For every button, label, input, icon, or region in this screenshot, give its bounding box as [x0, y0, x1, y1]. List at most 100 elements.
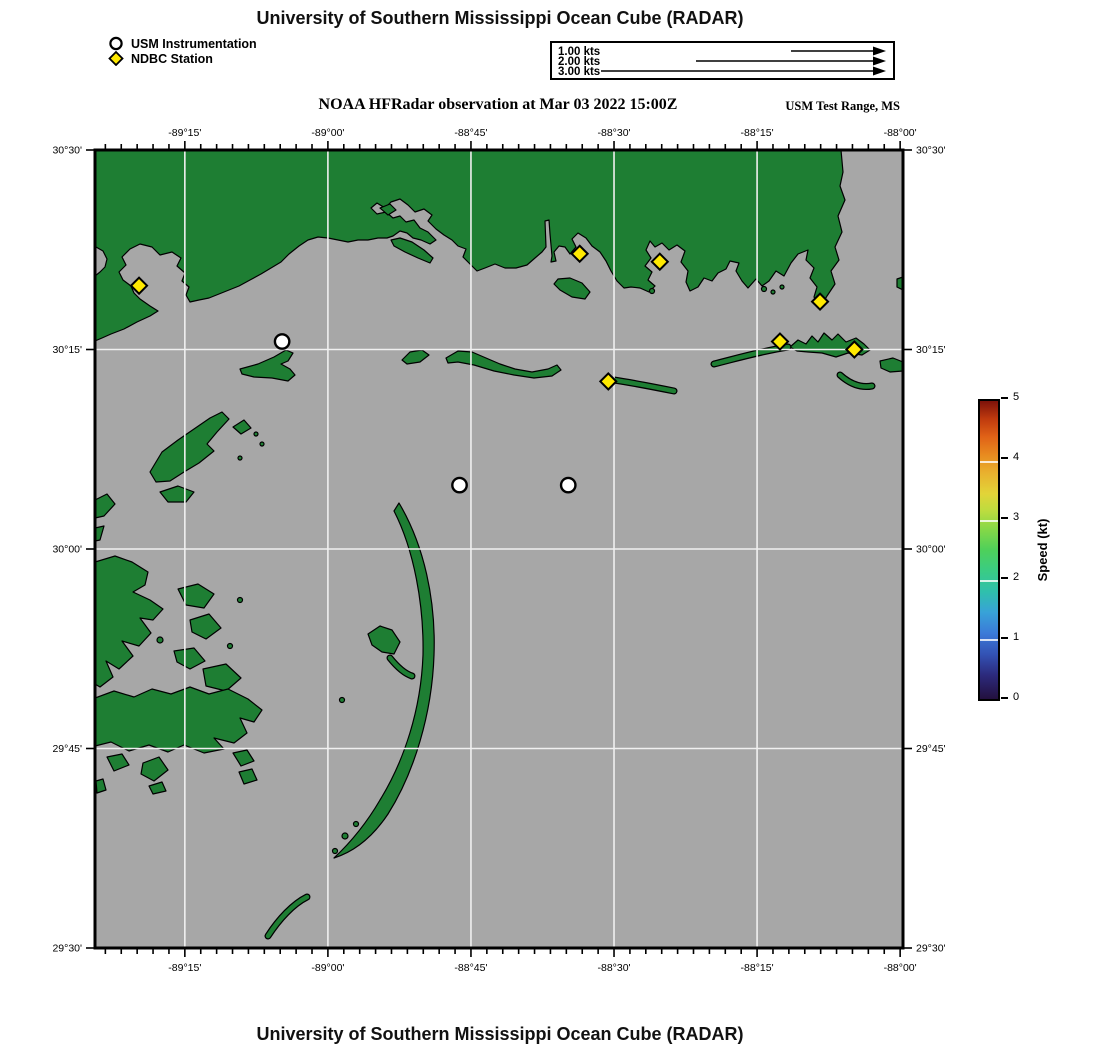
lat-tick-label-right: 30°30' [916, 145, 946, 157]
marsh-left-edge [95, 525, 105, 542]
ndbc-station-marker [844, 340, 864, 359]
lat-tick-label-left: 30°00' [52, 544, 82, 556]
marsh-nw [149, 411, 230, 483]
marsh-sw [106, 753, 130, 772]
lon-tick-label-bottom: -88°45' [454, 962, 487, 974]
island-backbay-islet [379, 203, 397, 216]
scale-entry-label: 1.00 kts [558, 46, 600, 58]
ndbc-station-marker [770, 332, 790, 351]
lat-tick-label-right: 29°30' [916, 943, 946, 955]
scale-arrowhead-icon [873, 46, 886, 56]
scale-arrowhead-icon [873, 56, 886, 66]
colorbar-tick-label: 2 [1013, 571, 1020, 583]
ndbc-diamond-icon [108, 51, 124, 66]
ndbc-station-marker [810, 292, 830, 312]
marsh-left-edge [95, 493, 116, 519]
island-west-of-arc-2 [387, 655, 415, 679]
islet-dot [237, 455, 243, 461]
marsh-sw [148, 781, 167, 795]
legend-item-ndbc: NDBC Station [108, 51, 257, 66]
marsh-sw [238, 768, 258, 785]
land-mainland-north [95, 150, 846, 342]
lon-tick-label-bottom: -89°15' [168, 962, 201, 974]
island-ship-west [401, 349, 430, 365]
lat-tick-label-right: 30°15' [916, 344, 946, 356]
islet-dot [648, 287, 656, 295]
island-chandeleur-arc [333, 502, 435, 859]
island-west-of-arc [367, 625, 401, 655]
legend-item-usm: USM Instrumentation [108, 36, 257, 51]
colorbar-tick [1001, 517, 1008, 519]
island-gosier [265, 894, 310, 939]
colorbar-title: Speed (kt) [1035, 518, 1050, 582]
lon-tick-label-bottom: -89°00' [311, 962, 344, 974]
colorbar-gridline [980, 579, 998, 582]
marsh-sw [140, 756, 169, 782]
island-east-sliver [879, 357, 903, 373]
marsh-west [189, 613, 222, 640]
island-crescent-dauphin [837, 372, 875, 389]
colorbar [978, 399, 1000, 701]
tick-group: -89°15' -89°15' -89°00' -89°00' -88°45' -88°4… [52, 127, 945, 974]
scale-entry-label: 2.00 kts [558, 56, 600, 68]
marsh-west [95, 555, 164, 688]
islet-dot [331, 847, 339, 855]
station-group [129, 244, 864, 494]
colorbar-gridline [980, 520, 998, 523]
scale-arrowhead-icon [873, 66, 886, 76]
lon-tick-label-top: -88°15' [741, 127, 774, 139]
colorbar-tick [1001, 577, 1008, 579]
lon-tick-label-bottom: -88°30' [597, 962, 630, 974]
islet-dot [253, 431, 259, 437]
lon-tick-label-top: -88°30' [597, 127, 630, 139]
islet-dot [156, 636, 164, 644]
usm-circle-icon [109, 36, 123, 51]
islet-dot [236, 596, 244, 604]
lon-tick-label-top: -88°00' [884, 127, 917, 139]
lon-tick-label-top: -89°00' [311, 127, 344, 139]
lat-tick-label-right: 30°00' [916, 544, 946, 556]
lon-tick-label-top: -89°15' [168, 127, 201, 139]
region-label: USM Test Range, MS [785, 99, 900, 113]
marsh-sw [95, 686, 263, 754]
ndbc-station-marker [598, 372, 618, 391]
islet-dot [770, 289, 776, 295]
island-horn [611, 377, 677, 394]
marsh-sw [232, 749, 255, 767]
colorbar-tick [1001, 697, 1008, 699]
islet-dot [352, 820, 360, 828]
islet-dot [341, 832, 349, 840]
lat-tick-label-left: 30°30' [52, 145, 82, 157]
marsh-nw [232, 419, 252, 435]
page-title: University of Southern Mississippi Ocean… [256, 8, 744, 28]
ndbc-station-marker [570, 244, 590, 264]
islet-dot [259, 441, 265, 447]
marsh-west [173, 647, 206, 670]
island-deer [390, 237, 434, 264]
ndbc-station-marker [129, 276, 149, 296]
observation-subtitle: NOAA HFRadar observation at Mar 03 2022 … [318, 96, 678, 113]
island-marsh-point [553, 277, 591, 300]
colorbar-tick [1001, 397, 1008, 399]
usm-station-marker [451, 476, 468, 494]
colorbar-tick-label: 3 [1013, 511, 1020, 523]
marsh-sw [95, 778, 107, 794]
colorbar-tick [1001, 457, 1008, 459]
colorbar-tick-label: 1 [1013, 631, 1020, 643]
marsh-west [202, 663, 242, 692]
colorbar-gridline [980, 460, 998, 463]
islet-dot [779, 284, 785, 290]
grid-group [95, 150, 903, 948]
legend-label-ndbc: NDBC Station [131, 51, 213, 66]
usm-station-marker [273, 333, 291, 350]
lat-tick-label-left: 30°15' [52, 344, 82, 356]
colorbar-tick-label: 5 [1013, 391, 1020, 403]
colorbar-gridline [980, 639, 998, 642]
lat-tick-label-right: 29°45' [916, 743, 946, 755]
lon-tick-label-top: -88°45' [454, 127, 487, 139]
speed-scale-box: 1.00 kts 2.00 kts 3.00 kts [550, 41, 895, 80]
lon-tick-label-bottom: -88°15' [741, 962, 774, 974]
